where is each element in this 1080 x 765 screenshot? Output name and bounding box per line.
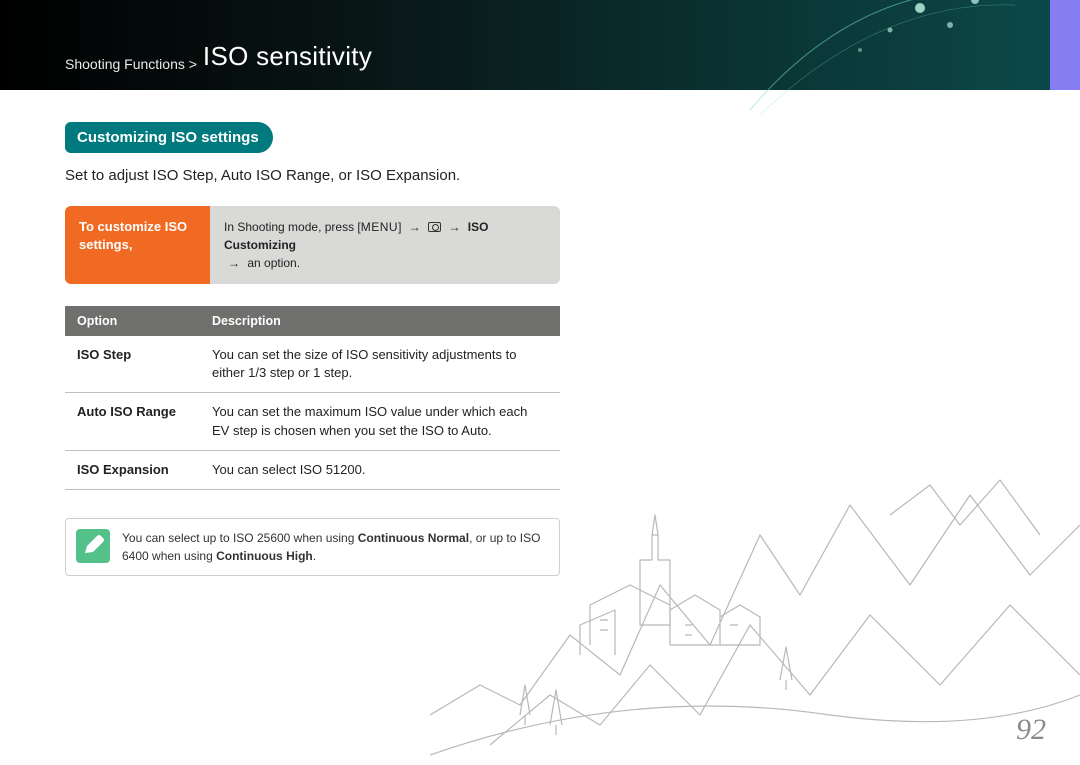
note-part: You can select up to ISO 25600 when usin… [122,531,358,545]
option-name: Auto ISO Range [65,393,200,450]
option-description: You can set the size of ISO sensitivity … [200,336,560,393]
instruction-label: To customize ISO settings, [65,206,210,284]
pen-icon [76,529,110,563]
table-row: ISO Expansion You can select ISO 51200. [65,450,560,489]
arrow-icon: → [448,220,460,234]
option-name: ISO Expansion [65,450,200,489]
arrow-icon: → [228,256,240,270]
options-table: Option Description ISO Step You can set … [65,306,560,490]
instr-tail: an option. [244,256,300,270]
instruction-body: In Shooting mode, press [MENU] → → ISO C… [210,206,560,284]
page-number: 92 [1016,713,1046,747]
col-description: Description [200,306,560,336]
table-row: ISO Step You can set the size of ISO sen… [65,336,560,393]
note-part: . [313,549,316,563]
instr-mid1: ] [398,220,405,234]
camera-icon [428,222,441,232]
col-option: Option [65,306,200,336]
page-title: ISO sensitivity [203,41,372,72]
menu-button-label: MENU [361,220,398,234]
note-text: You can select up to ISO 25600 when usin… [122,529,545,565]
breadcrumb: Shooting Functions > [65,56,197,72]
note-bold: Continuous High [216,549,313,563]
note-bold: Continuous Normal [358,531,469,545]
section-heading-pill: Customizing ISO settings [65,122,273,153]
option-name: ISO Step [65,336,200,393]
instruction-panel: To customize ISO settings, In Shooting m… [65,206,560,284]
section-intro: Set to adjust ISO Step, Auto ISO Range, … [65,167,560,184]
option-description: You can select ISO 51200. [200,450,560,489]
option-description: You can set the maximum ISO value under … [200,393,560,450]
table-header-row: Option Description [65,306,560,336]
header-decoration [740,0,1020,120]
content-column: Customizing ISO settings Set to adjust I… [0,90,560,576]
table-row: Auto ISO Range You can set the maximum I… [65,393,560,450]
side-tab[interactable] [1050,0,1080,90]
instr-prefix: In Shooting mode, press [ [224,220,361,234]
page-header: Shooting Functions > ISO sensitivity [0,0,1080,90]
arrow-icon: → [409,220,421,234]
note-box: You can select up to ISO 25600 when usin… [65,518,560,576]
